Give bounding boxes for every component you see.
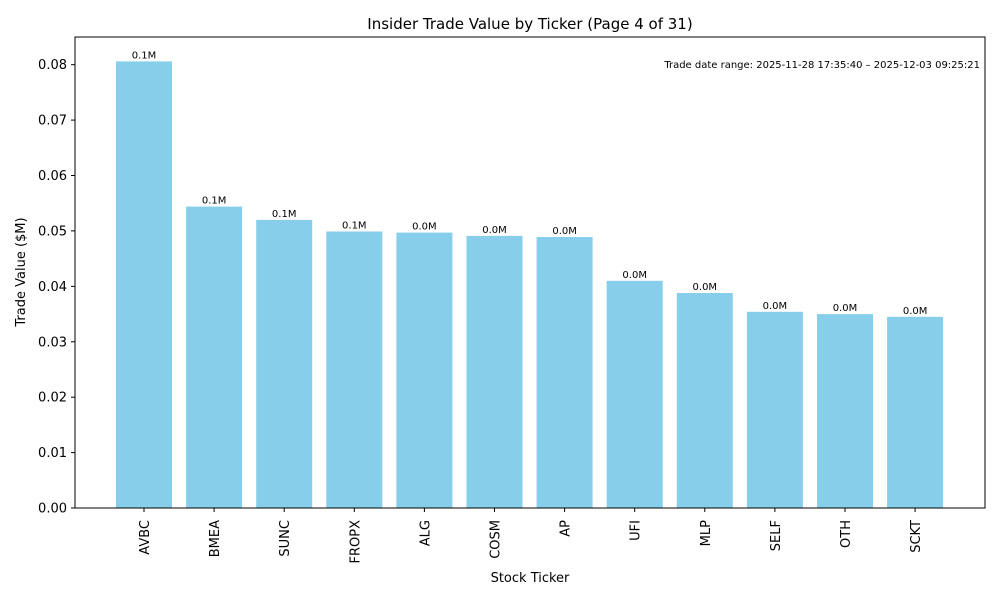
data-label-alg: 0.0M [412,222,437,233]
x-tick-label-sunc: SUNC [278,520,293,557]
data-labels-layer: 0.1M 0.1M 0.1M 0.1M 0.0M 0.0M 0.0M 0.0M 0.0M 0.0M… [132,50,928,316]
data-label-oth: 0.0M [833,303,858,314]
data-label-mlp: 0.0M [693,282,718,293]
x-tick-label-ap: AP [559,520,574,537]
bar-self [746,311,803,508]
bar-fropx [326,231,383,508]
y-tick-label: 0.07 [38,114,67,129]
x-tick-label-mlp: MLP [699,520,714,546]
y-axis: 0.00 0.01 0.02 0.03 0.04 0.05 0.06 0.07 0.08 [38,58,75,517]
y-tick-label: 0.00 [38,502,67,517]
data-label-ufi: 0.0M [622,270,647,281]
data-label-cosm: 0.0M [482,225,507,236]
x-tick-label-cosm: COSM [489,520,504,559]
data-label-bmea: 0.1M [202,196,227,207]
bar-mlp [676,293,733,508]
y-tick-label: 0.03 [38,335,67,350]
y-tick-label: 0.06 [38,169,67,184]
bar-sckt [887,316,944,508]
x-tick-label-bmea: BMEA [208,520,223,557]
x-tick-label-ufi: UFI [629,520,644,541]
y-tick-label: 0.04 [38,280,67,295]
y-tick-label: 0.01 [38,446,67,461]
y-tick-label: 0.02 [38,391,67,406]
bar-avbc [116,61,172,509]
data-label-avbc: 0.1M [132,50,157,61]
bars-layer [116,61,944,509]
x-tick-label-avbc: AVBC [138,520,153,555]
x-axis-label: Stock Ticker [491,571,570,586]
y-tick-label: 0.05 [38,224,67,239]
x-tick-label-sckt: SCKT [909,520,924,553]
y-tick-label: 0.08 [38,58,67,73]
bar-oth [817,314,873,508]
bar-ap [536,237,593,508]
chart-title: Insider Trade Value by Ticker (Page 4 of… [367,15,692,33]
x-tick-label-oth: OTH [839,520,854,548]
x-tick-label-alg: ALG [418,520,433,546]
bar-cosm [466,235,523,508]
bar-alg [396,232,453,508]
plot-frame [74,36,986,509]
bar-ufi [606,280,663,508]
data-label-ap: 0.0M [552,226,577,237]
data-label-self: 0.0M [763,301,788,312]
x-tick-label-self: SELF [769,520,784,551]
data-label-sckt: 0.0M [903,306,928,317]
bar-sunc [256,219,313,508]
date-range-annotation: Trade date range: 2025-11-28 17:35:40 – … [663,60,980,71]
bar-bmea [186,206,243,508]
data-label-fropx: 0.1M [342,221,367,232]
y-axis-label: Trade Value ($M) [14,217,29,327]
x-axis: AVBC BMEA SUNC FROPX ALG COSM AP UFI MLP SELF OTH S… [138,508,924,564]
data-label-sunc: 0.1M [272,209,297,220]
x-tick-label-fropx: FROPX [348,520,363,564]
